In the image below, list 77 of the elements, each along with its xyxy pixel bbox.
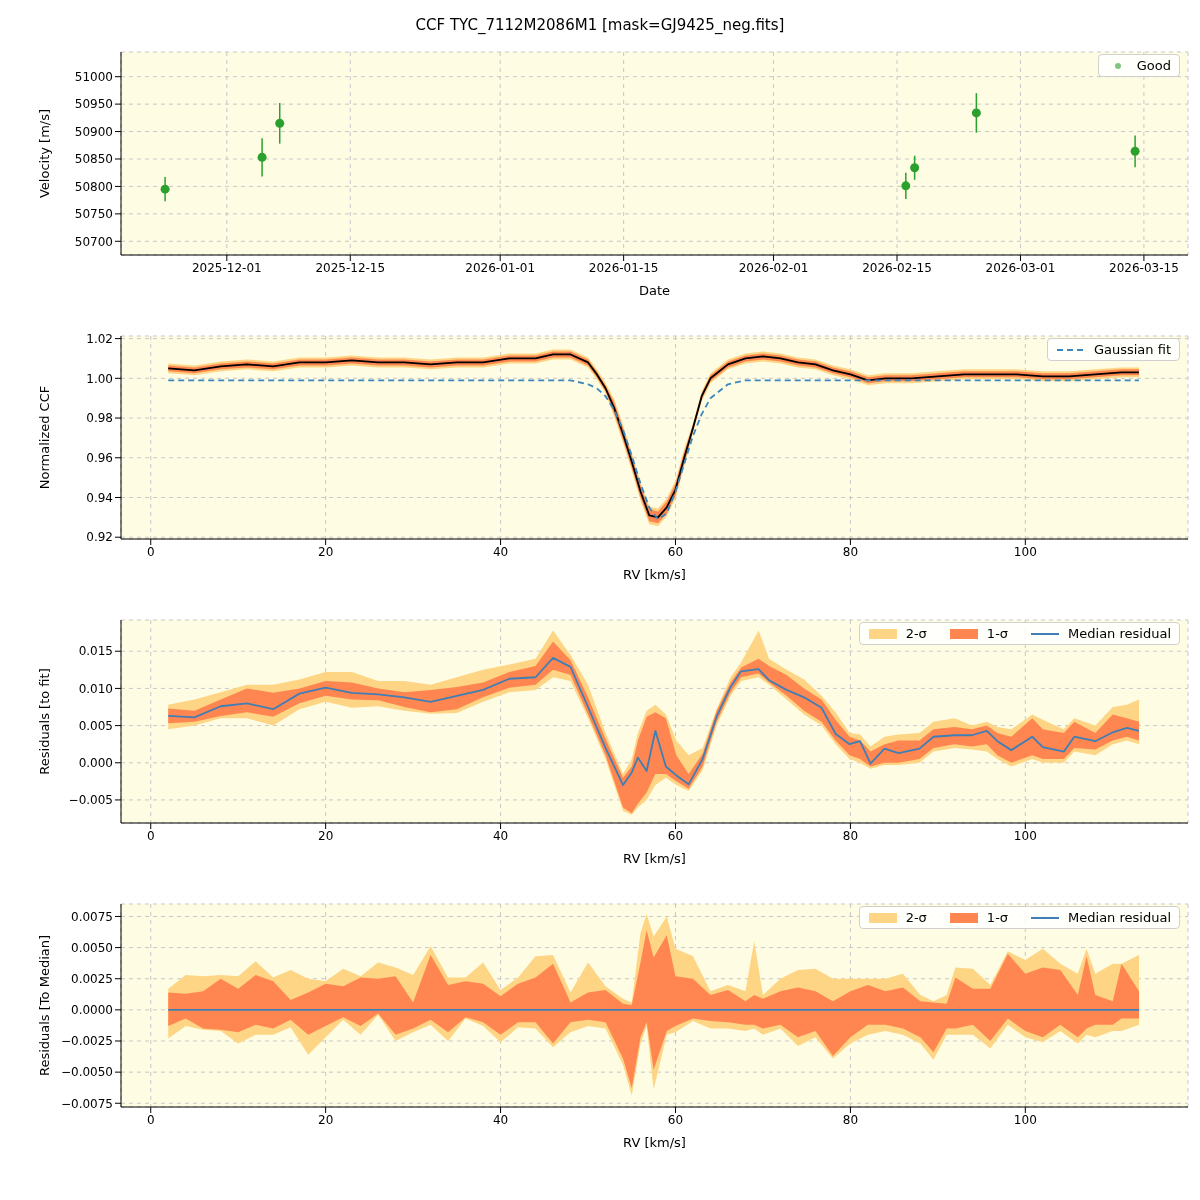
x-tick-label: 2026-03-15 [1109, 260, 1179, 275]
y-tick-label: 0.0075 [71, 909, 113, 924]
line-series [167, 379, 1140, 521]
x-tick-label: 20 [318, 1112, 334, 1127]
y-tick-label: 1.00 [86, 371, 113, 386]
y-tick-label: 0.015 [78, 644, 113, 659]
x-tick-label: 2026-01-01 [465, 260, 536, 275]
point [160, 184, 170, 194]
y-tick-label: 50800 [74, 179, 113, 194]
x-tick-label: 40 [492, 1112, 509, 1127]
x-tick-label: 60 [667, 544, 684, 559]
x-axis-title: RV [km/s] [623, 851, 686, 866]
x-tick-label: 100 [1013, 828, 1037, 843]
x-tick-label: 20 [318, 828, 334, 843]
y-tick-label: 0.92 [86, 530, 113, 545]
y-tick-label: 0.0025 [71, 971, 113, 986]
x-tick-label: 60 [667, 828, 684, 843]
y-tick-label: 50900 [74, 124, 113, 139]
y-tick-label: 0.010 [78, 681, 113, 696]
y-tick-label: −0.0050 [60, 1065, 113, 1080]
y-tick-label: 50850 [74, 152, 113, 167]
y-axis-title: Residuals [to fit] [36, 668, 52, 775]
x-tick-label: 2026-02-01 [738, 260, 809, 275]
legend-label: Gaussian fit [1093, 342, 1171, 357]
y-tick-label: −0.0025 [60, 1034, 113, 1049]
y-tick-label: 50750 [74, 207, 113, 222]
legend-label: Median residual [1068, 910, 1171, 925]
x-tick-label: 0 [146, 828, 155, 843]
x-axis-title: RV [km/s] [623, 567, 686, 582]
y-tick-label: 1.02 [86, 331, 113, 346]
y-tick-label: 50950 [74, 97, 113, 112]
x-axis-title: Date [638, 283, 671, 298]
x-tick-label: 2025-12-15 [315, 260, 386, 275]
line-series [167, 657, 1140, 786]
point [1130, 146, 1140, 156]
y-tick-label: 0.94 [86, 490, 113, 505]
point [275, 118, 285, 128]
x-tick-label: 0 [146, 544, 155, 559]
x-tick-label: 20 [318, 544, 334, 559]
x-tick-label: 80 [842, 544, 859, 559]
y-tick-label: 50700 [74, 234, 113, 249]
legend-label: 2-σ [905, 910, 927, 925]
point [257, 152, 267, 162]
legend-label: Good [1136, 58, 1171, 73]
x-tick-label: 2026-02-15 [862, 260, 932, 275]
x-tick-label: 2025-12-01 [191, 260, 262, 275]
x-tick-label: 100 [1013, 1112, 1037, 1127]
y-tick-label: 0.0000 [71, 1003, 113, 1018]
y-axis-title: Velocity [m/s] [36, 108, 52, 199]
y-tick-label: 0.96 [86, 451, 113, 466]
y-axis-title: Normalized CCF [36, 385, 52, 490]
x-tick-label: 80 [842, 828, 859, 843]
point [971, 108, 981, 118]
y-tick-label: 0.0050 [71, 940, 113, 955]
legend-label: 1-σ [986, 626, 1009, 641]
legend-label: Median residual [1068, 626, 1171, 641]
point [901, 181, 911, 191]
legend-label: 2-σ [905, 626, 927, 641]
y-tick-label: 0.005 [78, 718, 113, 733]
y-tick-label: −0.005 [68, 793, 113, 808]
y-axis-title: Residuals [To Median] [36, 934, 52, 1077]
y-tick-label: 0.98 [86, 411, 113, 426]
y-tick-label: −0.0075 [60, 1096, 113, 1111]
point [910, 163, 920, 173]
x-tick-label: 80 [842, 1112, 859, 1127]
x-axis-title: RV [km/s] [623, 1135, 686, 1150]
y-tick-label: 0.000 [78, 756, 113, 771]
x-tick-label: 40 [492, 544, 509, 559]
x-tick-label: 2026-03-01 [985, 260, 1056, 275]
y-tick-label: 51000 [74, 69, 113, 84]
x-tick-label: 0 [146, 1112, 155, 1127]
x-tick-label: 2026-01-15 [588, 260, 659, 275]
chart-title: CCF TYC_7112M2086M1 [mask=GJ9425_neg.fits] [414, 15, 786, 36]
x-tick-label: 100 [1013, 544, 1037, 559]
x-tick-label: 60 [667, 1112, 684, 1127]
x-tick-label: 40 [492, 828, 509, 843]
legend-label: 1-σ [986, 910, 1009, 925]
